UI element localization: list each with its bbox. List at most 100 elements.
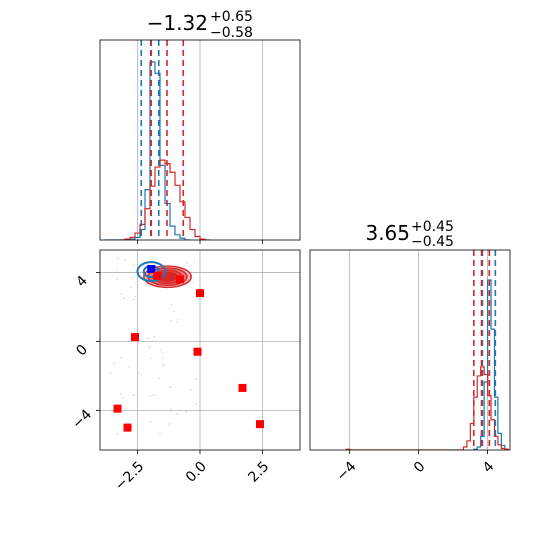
x-tick-label: −4 [334, 459, 360, 485]
sample-point [120, 293, 123, 296]
sample-point [146, 337, 149, 340]
sample-point [149, 357, 152, 360]
sample-point [130, 277, 133, 279]
tick-marks [137, 240, 263, 244]
panel-frame [309, 249, 511, 451]
square-marker [196, 289, 204, 298]
title-value-param-2: 3.65 [365, 221, 410, 245]
sample-point [113, 362, 116, 365]
square-marker [256, 420, 264, 429]
sample-point [140, 373, 143, 376]
sample-point [117, 257, 119, 260]
sample-point [121, 396, 124, 399]
square-marker [153, 271, 162, 280]
sample-point [116, 269, 118, 272]
sample-point [193, 261, 196, 264]
sample-point [111, 409, 113, 411]
title-lower-error-param-1: −0.58 [210, 25, 253, 41]
sample-point [176, 321, 179, 323]
x-tick-label: 0.0 [183, 459, 210, 486]
sample-point [132, 394, 135, 396]
title-upper-error-param-2: +0.45 [411, 219, 454, 235]
sample-point [176, 413, 178, 415]
sample-point [120, 356, 122, 359]
sample-scatter [109, 257, 197, 435]
sample-point [159, 432, 161, 435]
sample-point [116, 433, 119, 435]
sample-point [123, 297, 125, 299]
histogram-step-line [345, 366, 509, 450]
sample-point [134, 295, 137, 298]
square-marker [176, 275, 184, 284]
sample-point [116, 278, 118, 280]
sample-point [124, 258, 127, 261]
y-tick-labels: −4 0 4 [69, 273, 95, 433]
y-tick-label: 0 [73, 342, 91, 360]
sample-point [149, 395, 151, 397]
sample-point [185, 410, 187, 413]
square-markers [113, 264, 264, 432]
sample-point [148, 285, 151, 287]
sample-point [195, 402, 197, 405]
sample-point [129, 286, 132, 289]
sample-point [151, 394, 154, 396]
square-marker [131, 333, 139, 342]
x-tick-label: −2.5 [112, 459, 147, 494]
marginal-panel-param-1: −1.32 +0.65 −0.58 [99, 9, 301, 244]
title-upper-error-param-1: +0.65 [210, 9, 253, 25]
sample-point [170, 303, 173, 306]
sample-point [186, 261, 189, 264]
sample-point [133, 298, 136, 300]
square-marker [193, 347, 202, 356]
histogram-step-line [473, 279, 509, 450]
square-marker [147, 264, 156, 273]
sample-point [159, 348, 162, 351]
sample-point [169, 386, 172, 388]
sample-point [109, 371, 112, 374]
sample-point [158, 377, 161, 379]
histogram-step-line [120, 159, 210, 240]
tick-marks [96, 272, 263, 454]
square-marker [113, 404, 122, 413]
sample-point [177, 318, 180, 321]
x-tick-labels: −2.5 0.0 2.5 [112, 459, 272, 494]
sample-point [172, 310, 175, 313]
sample-point [133, 263, 135, 266]
sample-point [168, 423, 170, 425]
sample-point [138, 372, 140, 375]
sample-point [128, 365, 131, 368]
joint-panel: −2.5 0.0 2.5 −4 0 4 [69, 249, 301, 494]
y-tick-label: −4 [69, 407, 95, 433]
x-tick-labels: −4 0 4 [334, 459, 498, 485]
sample-point [154, 394, 156, 397]
title-value-param-1: −1.32 [147, 11, 208, 35]
sample-point [192, 281, 195, 283]
y-tick-label: 4 [73, 273, 91, 291]
quantile-lines [472, 250, 497, 450]
histogram-series [345, 279, 509, 450]
sample-point [161, 357, 164, 359]
sample-point [162, 352, 164, 354]
title-lower-error-param-2: −0.45 [411, 234, 454, 250]
x-tick-label: 0 [411, 459, 429, 477]
grid-lines [137, 40, 263, 240]
sample-point [148, 347, 151, 349]
sample-point [189, 389, 192, 391]
grid-lines [349, 250, 488, 450]
x-tick-label: 4 [480, 459, 498, 477]
contour-level-blue [136, 261, 166, 283]
sample-point [170, 320, 173, 322]
density-contours [136, 261, 192, 289]
sample-point [162, 362, 164, 365]
quantile-lines [140, 40, 185, 240]
x-tick-label: 2.5 [245, 459, 272, 486]
histogram-series [105, 61, 210, 240]
sample-point [149, 420, 152, 423]
square-marker [238, 383, 247, 392]
sample-point [169, 408, 172, 411]
sample-point [149, 345, 151, 348]
histogram-step-line [105, 61, 190, 240]
sample-point [195, 378, 197, 380]
tick-marks [349, 450, 488, 454]
